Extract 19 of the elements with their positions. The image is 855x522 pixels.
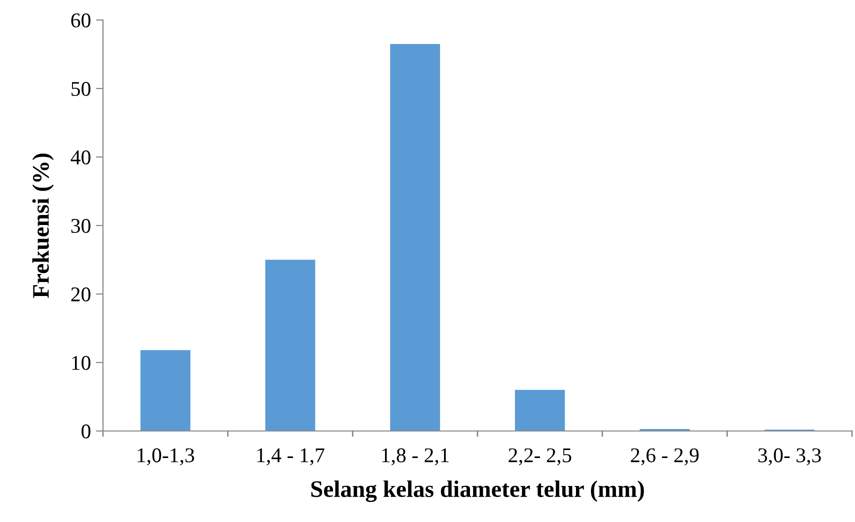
bar — [140, 350, 190, 431]
y-tick-label: 10 — [72, 356, 90, 370]
y-tick-label: 40 — [70, 150, 90, 164]
x-tick-label: 2,6 - 2,9 — [630, 448, 699, 466]
x-axis-title: Selang kelas diameter telur (mm) — [311, 480, 644, 502]
x-tick-label: 1,4 - 1,7 — [257, 448, 324, 466]
y-tick-label: 30 — [71, 218, 90, 233]
y-tick-label: 20 — [71, 287, 90, 302]
bar — [265, 260, 316, 431]
x-tick-label: 2,2- 2,5 — [508, 448, 572, 466]
x-tick-label: 1,8 - 2,1 — [382, 448, 449, 466]
x-tick-label: 1,0-1,3 — [138, 448, 194, 466]
bar — [390, 44, 440, 431]
y-tick-label: 60 — [71, 13, 90, 28]
y-tick-label: 0 — [82, 424, 90, 438]
x-tick-label: 3,0- 3,3 — [758, 448, 821, 466]
bar — [514, 390, 565, 431]
y-tick-label: 50 — [72, 82, 90, 96]
y-axis-title: Frekuensi (%) — [32, 154, 54, 298]
